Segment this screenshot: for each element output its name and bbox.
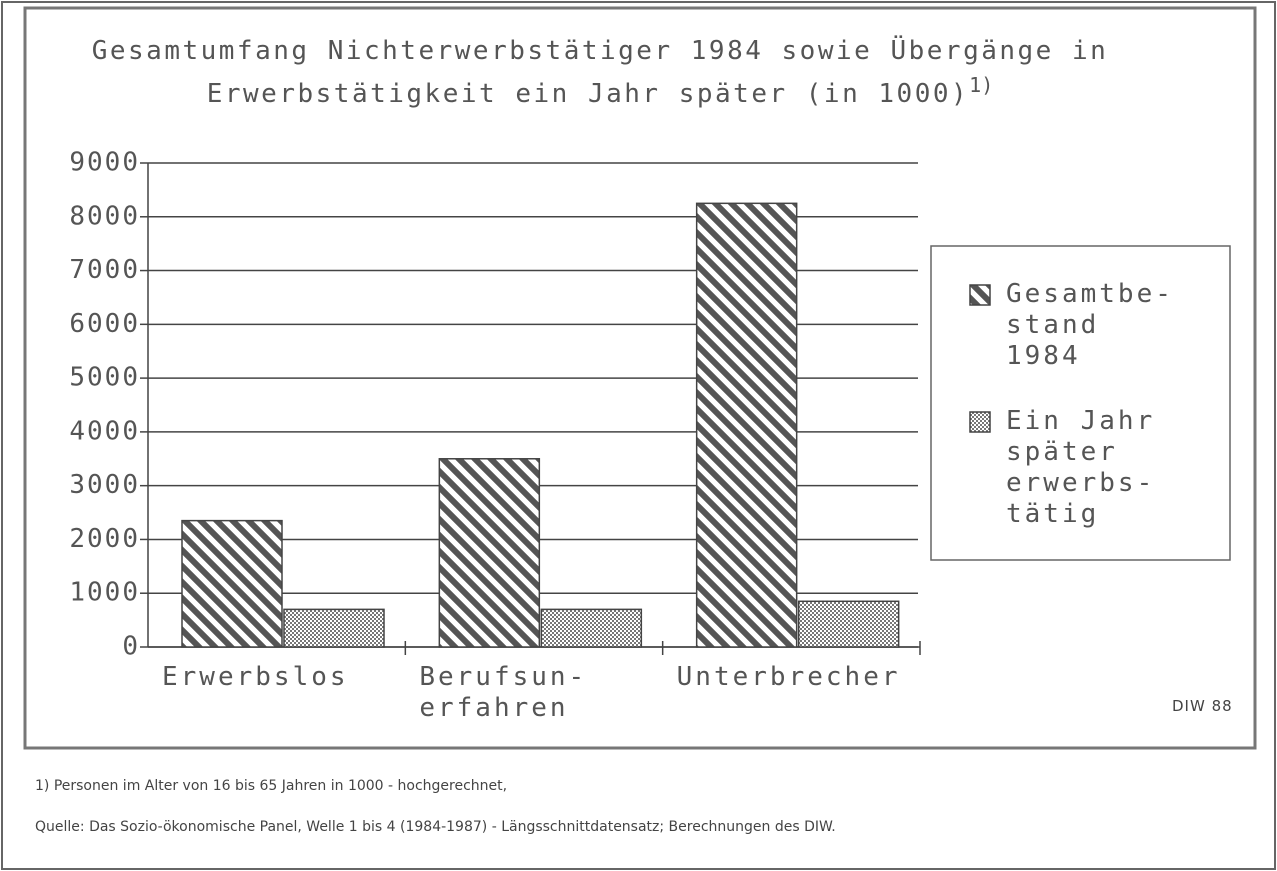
x-tick-label: Unterbrecher [676, 662, 901, 692]
footnote: 1) Personen im Alter von 16 bis 65 Jahre… [35, 778, 508, 794]
bar [283, 608, 385, 648]
x-tick-label: Erwerbslos [162, 662, 349, 692]
legend-swatch [969, 411, 991, 433]
x-tick-label: Berufsun- erfahren [419, 662, 588, 723]
y-tick-label: 1000 [69, 578, 140, 608]
y-tick-label: 9000 [69, 148, 140, 178]
bar [540, 608, 643, 648]
bar [181, 519, 283, 648]
y-tick-label: 2000 [69, 524, 140, 554]
y-tick-label: 7000 [69, 255, 140, 285]
legend-label: Gesamtbe- stand 1984 [1006, 279, 1174, 371]
chart-title-block: Gesamtumfang Nichterwerbstätiger 1984 so… [0, 34, 1200, 111]
title-note: 1) [969, 73, 994, 97]
y-tick-label: 0 [122, 632, 140, 662]
bar [695, 202, 798, 648]
y-tick-label: 8000 [69, 201, 140, 231]
legend-label: Ein Jahr später erwerbs- tätig [1006, 406, 1156, 529]
y-tick-label: 6000 [69, 309, 140, 339]
bar [438, 458, 541, 648]
source: Quelle: Das Sozio-ökonomische Panel, Wel… [35, 819, 836, 835]
credit: DIW 88 [1172, 697, 1233, 715]
legend-swatch [969, 284, 991, 306]
chart-title: Gesamtumfang Nichterwerbstätiger 1984 so… [91, 36, 1109, 109]
bar [797, 600, 900, 648]
chart-frame [23, 6, 1257, 750]
legend-box [930, 245, 1231, 561]
y-tick-label: 4000 [69, 416, 140, 446]
y-tick-label: 5000 [69, 363, 140, 393]
y-tick-label: 3000 [69, 470, 140, 500]
